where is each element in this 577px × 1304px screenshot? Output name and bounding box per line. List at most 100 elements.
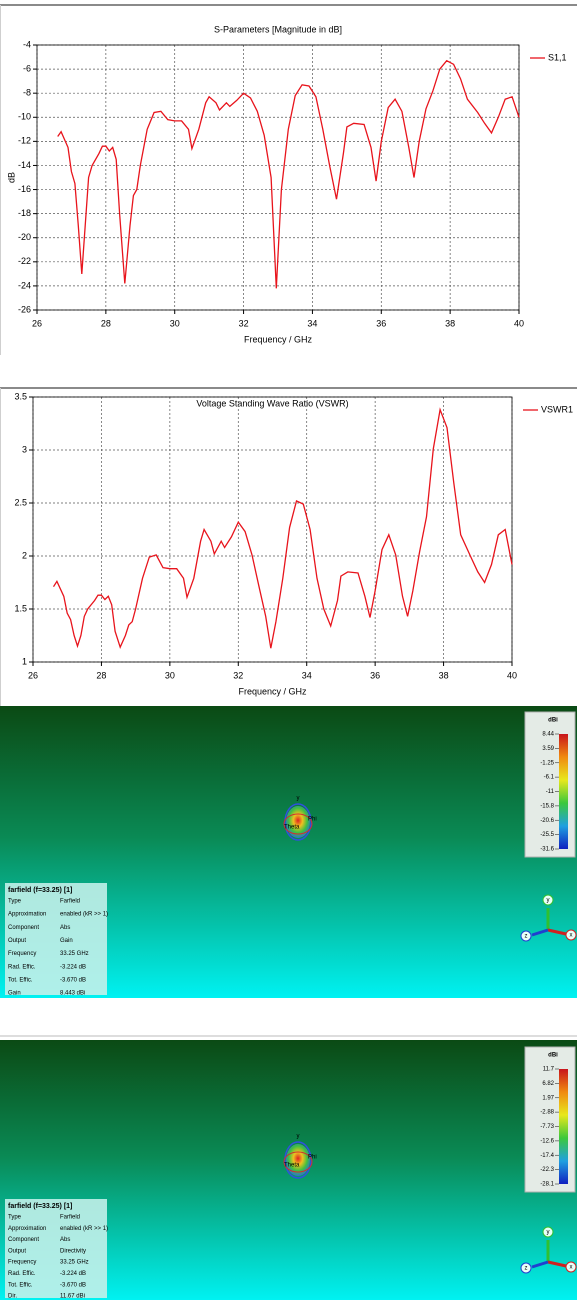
colorbar-label: -22.3	[540, 1167, 554, 1173]
chart-title: S-Parameters [Magnitude in dB]	[214, 24, 342, 34]
colorbar-label: 3.59	[542, 746, 554, 752]
x-tick-label: 38	[439, 670, 449, 680]
page: {"chart_data": [ {"type": "line", "title…	[0, 0, 577, 1304]
info-key: Type	[8, 899, 22, 905]
screenshot: S-Parameters [Magnitude in dB] -4 -6 -8 -10 -…	[0, 0, 577, 1304]
info-value: 33.25 GHz	[60, 1260, 89, 1266]
x-tick-label: 30	[170, 318, 180, 328]
axis-label: x	[570, 1265, 573, 1271]
colorbar-label: -6.1	[544, 775, 555, 781]
y-tick-label: -4	[23, 39, 31, 49]
info-value: -3.224 dB	[60, 964, 86, 970]
y-tick-label: 3.5	[14, 391, 27, 401]
y-tick-label: 1.5	[14, 603, 27, 613]
y-tick-label: 2	[22, 550, 27, 560]
x-tick-label: 28	[101, 318, 111, 328]
x-tick-label: 32	[233, 670, 243, 680]
info-key: Frequency	[8, 951, 36, 957]
x-tick-label: 40	[514, 318, 524, 328]
info-key: Tot. Effic.	[8, 977, 33, 983]
colorbar-label: -7.73	[540, 1124, 554, 1130]
y-tick-label: -10	[18, 112, 31, 122]
x-tick-label: 40	[507, 670, 517, 680]
info-value: enabled (kR >> 1)	[60, 912, 108, 918]
colorbar-label: -25.5	[540, 832, 554, 838]
colorbar-label: -11	[546, 789, 555, 795]
colorbar-label: 11.7	[543, 1067, 555, 1073]
y-tick-label: 2.5	[14, 497, 27, 507]
info-key: Dir.	[8, 1294, 17, 1300]
info-value: 33.25 GHz	[60, 951, 89, 957]
x-tick-label: 30	[165, 670, 175, 680]
colorbar-label: -17.4	[540, 1153, 554, 1159]
x-tick-label: 38	[445, 318, 455, 328]
info-key: Component	[8, 925, 39, 931]
colorbar-label: 1.97	[542, 1095, 554, 1101]
axis-label: z	[525, 1266, 528, 1272]
info-value: 11.67 dBi	[60, 1294, 85, 1300]
y-tick-label: -18	[18, 208, 31, 218]
info-value: -3.224 dB	[60, 1271, 86, 1277]
x-tick-label: 36	[370, 670, 380, 680]
axis-label: y	[547, 1230, 550, 1236]
info-value: Abs	[60, 925, 70, 931]
colorbar-label: -20.6	[540, 818, 554, 824]
info-key: Gain	[8, 991, 21, 997]
info-key: Approximation	[8, 912, 46, 918]
chart-title: Voltage Standing Wave Ratio (VSWR)	[196, 398, 348, 408]
x-axis-label: Frequency / GHz	[238, 686, 307, 696]
info-value: enabled (kR >> 1)	[60, 1226, 108, 1232]
x-tick-label: 26	[32, 318, 42, 328]
info-key: Type	[8, 1215, 22, 1221]
axis-label: y	[547, 898, 550, 904]
colorbar	[559, 734, 568, 849]
colorbar-label: 8.44	[542, 732, 554, 738]
axis-label: x	[570, 933, 573, 939]
colorbar-label: 6.82	[542, 1081, 554, 1087]
pattern-label: y	[297, 1134, 300, 1140]
info-key: Approximation	[8, 1226, 46, 1232]
y-tick-label: -12	[18, 136, 31, 146]
info-value: Abs	[60, 1237, 70, 1243]
info-key: Output	[8, 1248, 26, 1254]
x-tick-label: 28	[96, 670, 106, 680]
y-tick-label: 1	[22, 656, 27, 666]
y-tick-label: -8	[23, 88, 31, 98]
y-tick-label: -20	[18, 232, 31, 242]
info-key: Component	[8, 1237, 39, 1243]
pattern-label: y	[297, 796, 300, 802]
chart-panel	[0, 5, 577, 355]
info-value: Farfield	[60, 1215, 80, 1221]
info-key: Frequency	[8, 1260, 36, 1266]
y-tick-label: -24	[18, 280, 31, 290]
y-tick-label: -6	[23, 63, 31, 73]
colorbar-label: -28.1	[540, 1182, 554, 1188]
colorbar-label: -2.88	[540, 1110, 554, 1116]
pattern	[286, 1144, 310, 1176]
info-value: Gain	[60, 938, 73, 944]
info-key: Rad. Effic.	[8, 964, 36, 970]
y-tick-label: -16	[18, 184, 31, 194]
info-value: 8.443 dBi	[60, 991, 85, 997]
info-key: Rad. Effic.	[8, 1271, 36, 1277]
info-value: Directivity	[60, 1248, 86, 1254]
pattern	[286, 806, 310, 838]
y-tick-label: -14	[18, 160, 31, 170]
colorbar-label: -12.6	[540, 1138, 554, 1144]
axis-label: z	[525, 934, 528, 940]
x-tick-label: 34	[307, 318, 317, 328]
y-tick-label: -22	[18, 256, 31, 266]
pattern-label: Phi	[308, 1155, 317, 1161]
colorbar-label: -31.6	[540, 847, 554, 853]
colorbar-unit: dBi	[548, 718, 558, 724]
legend-label: S1,1	[548, 52, 567, 62]
x-tick-label: 32	[239, 318, 249, 328]
info-value: Farfield	[60, 899, 80, 905]
x-tick-label: 26	[28, 670, 38, 680]
y-tick-label: -26	[18, 304, 31, 314]
x-axis-label: Frequency / GHz	[244, 334, 313, 344]
pattern-label: Theta	[284, 1163, 300, 1169]
info-key: Tot. Effic.	[8, 1282, 33, 1288]
pattern-label: Theta	[284, 825, 300, 831]
colorbar-label: -15.8	[540, 803, 554, 809]
